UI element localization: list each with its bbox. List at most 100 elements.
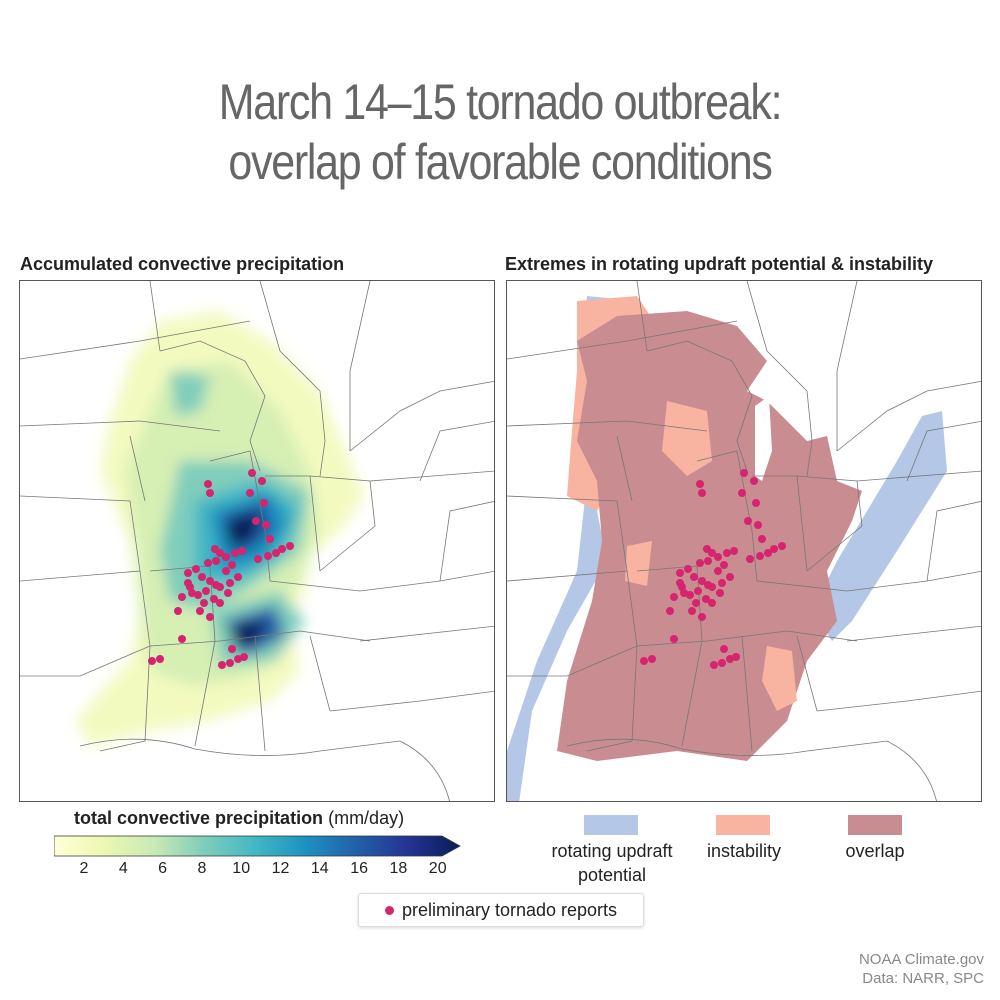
tornado-report-point — [204, 480, 212, 488]
credit-line-1: NOAA Climate.gov — [858, 951, 984, 968]
tornado-report-point — [258, 477, 266, 485]
tornado-report-point — [723, 549, 731, 557]
colorbar-tick-label: 12 — [271, 860, 290, 877]
tornado-report-point — [260, 499, 268, 507]
tornado-report-point — [196, 607, 204, 615]
legend-label-rotating-updraft: rotating updraft potential — [551, 839, 672, 887]
colorbar-tick-label: 16 — [350, 860, 368, 877]
lake-michigan — [755, 396, 772, 481]
tornado-reports-legend: preliminary tornado reports — [358, 893, 644, 927]
tornado-report-point — [710, 661, 718, 669]
legend-rotating-line2: potential — [577, 865, 647, 885]
tornado-report-point — [238, 547, 246, 555]
tornado-report-point — [206, 577, 214, 585]
tornado-report-point — [248, 469, 256, 477]
tornado-report-point — [708, 583, 716, 591]
tornado-report-point — [754, 521, 762, 529]
tornado-report-point — [740, 469, 748, 477]
tornado-report-point — [648, 655, 656, 663]
tornado-report-point — [778, 542, 786, 550]
colorbar-unit: (mm/day) — [328, 808, 405, 828]
tornado-report-point — [718, 579, 726, 587]
credit-line-2: Data: NARR, SPC — [862, 970, 984, 987]
tornado-report-point — [726, 573, 734, 581]
title-line-1: March 14–15 tornado outbreak: — [218, 74, 783, 130]
tornado-report-point — [178, 635, 186, 643]
tornado-report-point — [216, 599, 224, 607]
rotating-updraft-area — [507, 296, 647, 801]
legend-label-instability: instability — [706, 841, 782, 861]
tornado-report-point — [278, 545, 286, 553]
tornado-report-point — [696, 559, 704, 567]
tornado-report-point — [670, 593, 678, 601]
tornado-report-dot-icon — [384, 905, 394, 915]
tornado-report-point — [216, 549, 224, 557]
tornado-report-point — [198, 573, 206, 581]
tornado-report-point — [240, 653, 248, 661]
tornado-reports-label: preliminary tornado reports — [401, 899, 618, 920]
rotating-updraft-area-east — [812, 411, 947, 641]
tornado-report-point — [222, 567, 230, 575]
tornado-report-point — [756, 552, 764, 560]
tornado-report-point — [210, 595, 218, 603]
tornado-report-point — [688, 607, 696, 615]
tornado-report-point — [704, 557, 712, 565]
tornado-report-point — [752, 499, 760, 507]
precip-contour-20a — [225, 509, 260, 549]
tornado-report-point — [732, 653, 740, 661]
colorbar — [54, 835, 461, 857]
tornado-report-point — [228, 645, 236, 653]
tornado-report-point — [666, 607, 674, 615]
tornado-report-point — [770, 545, 778, 553]
tornado-report-point — [212, 557, 220, 565]
tornado-report-point — [698, 489, 706, 497]
tornado-report-point — [226, 579, 234, 587]
tornado-report-point — [758, 535, 766, 543]
tornado-report-point — [286, 542, 294, 550]
tornado-report-point — [184, 569, 192, 577]
tornado-report-point — [690, 573, 698, 581]
tornado-report-point — [692, 599, 700, 607]
tornado-report-point — [231, 549, 239, 557]
right-panel-title: Extremes in rotating updraft potential &… — [505, 254, 934, 274]
legend-swatch-instability — [716, 815, 770, 835]
tornado-report-point — [684, 565, 692, 573]
tornado-report-point — [226, 659, 234, 667]
instability-patch-3 — [625, 541, 652, 586]
tornado-report-point — [206, 489, 214, 497]
tornado-reports-left — [148, 469, 294, 669]
legend-label-overlap: overlap — [845, 841, 905, 861]
tornado-report-point — [670, 635, 678, 643]
colorbar-tick-label: 14 — [310, 860, 329, 877]
instability-patch-2 — [762, 646, 797, 711]
conditions-map-svg — [507, 281, 981, 801]
tornado-report-point — [676, 569, 684, 577]
tornado-report-point — [698, 613, 706, 621]
tornado-report-point — [640, 657, 648, 665]
tornado-report-point — [266, 535, 274, 543]
tornado-report-point — [730, 547, 738, 555]
tornado-report-point — [262, 521, 270, 529]
colorbar-tick-label: 18 — [389, 860, 408, 877]
colorbar-tick-label: 8 — [197, 860, 207, 877]
left-panel-title: Accumulated convective precipitation — [20, 254, 345, 274]
instability-patch-1 — [662, 401, 712, 476]
colorbar-tick-label: 6 — [158, 860, 168, 877]
tornado-report-point — [224, 589, 232, 597]
tornado-report-point — [174, 607, 182, 615]
tornado-report-point — [218, 661, 226, 669]
colorbar-title-bold: total convective precipitation — [74, 808, 324, 828]
tornado-report-point — [246, 489, 254, 497]
tornado-report-point — [192, 565, 200, 573]
tornado-report-point — [216, 583, 224, 591]
legend-rotating-line1: rotating updraft — [551, 841, 673, 861]
tornado-report-point — [264, 552, 272, 560]
tornado-report-point — [708, 549, 716, 557]
credit: NOAA Climate.gov Data: NARR, SPC — [859, 950, 984, 988]
precip-contour-8c — [170, 371, 210, 416]
tornado-report-point — [202, 587, 210, 595]
tornado-reports-right — [640, 469, 786, 669]
tornado-report-point — [694, 587, 702, 595]
conditions-map — [506, 280, 982, 802]
tornado-report-point — [252, 517, 260, 525]
